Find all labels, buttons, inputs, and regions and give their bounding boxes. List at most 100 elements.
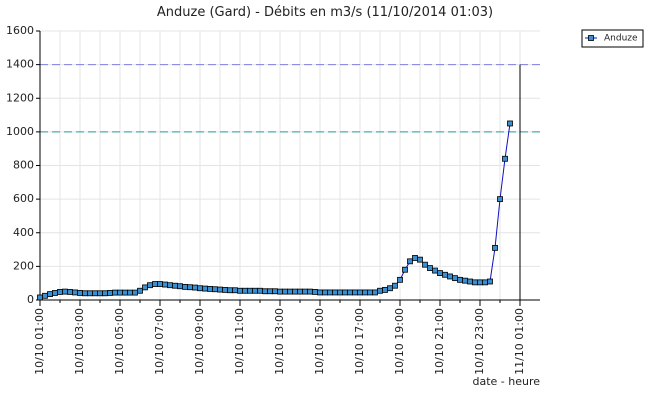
data-point bbox=[502, 155, 508, 162]
x-tick-label: 11/10 01:00 bbox=[513, 308, 526, 375]
x-tick-label: 10/10 07:00 bbox=[153, 308, 166, 375]
x-tick-label: 10/10 21:00 bbox=[433, 308, 446, 375]
data-point bbox=[422, 261, 428, 268]
data-point bbox=[387, 285, 393, 292]
data-point bbox=[242, 287, 248, 294]
y-tick-label: 1200 bbox=[6, 91, 34, 104]
data-point bbox=[392, 282, 398, 289]
data-point bbox=[227, 287, 233, 294]
data-point bbox=[62, 288, 68, 295]
y-tick-label: 1600 bbox=[6, 24, 34, 37]
data-point bbox=[407, 258, 413, 265]
data-point bbox=[312, 289, 318, 295]
data-point bbox=[282, 288, 288, 295]
data-point bbox=[232, 287, 238, 294]
y-tick-label: 1000 bbox=[6, 125, 34, 138]
y-tick-label: 600 bbox=[13, 192, 34, 205]
data-point bbox=[297, 288, 303, 295]
data-point bbox=[507, 120, 513, 127]
data-point bbox=[117, 289, 123, 296]
data-point bbox=[207, 286, 213, 292]
data-point bbox=[247, 287, 253, 294]
data-point bbox=[342, 289, 348, 296]
data-point bbox=[152, 281, 158, 287]
x-tick-label: 10/10 09:00 bbox=[193, 308, 206, 375]
data-point bbox=[497, 196, 503, 203]
data-point bbox=[477, 279, 483, 286]
data-point bbox=[37, 294, 43, 301]
data-point bbox=[472, 279, 478, 286]
data-point bbox=[467, 278, 473, 285]
data-point bbox=[107, 290, 113, 296]
data-point bbox=[332, 289, 338, 296]
data-point bbox=[262, 288, 268, 295]
chart-title: Anduze (Gard) - Débits en m3/s (11/10/20… bbox=[157, 5, 493, 20]
x-tick-label: 10/10 05:00 bbox=[113, 308, 126, 375]
x-axis-label: date - heure bbox=[472, 375, 540, 388]
data-point bbox=[142, 284, 148, 291]
data-point bbox=[182, 283, 188, 290]
data-point bbox=[267, 288, 273, 295]
data-point bbox=[402, 266, 408, 273]
data-point bbox=[217, 286, 223, 293]
x-tick-label: 10/10 13:00 bbox=[273, 308, 286, 375]
data-point bbox=[87, 290, 93, 297]
data-point bbox=[482, 279, 488, 286]
data-point bbox=[412, 255, 418, 261]
data-point bbox=[372, 289, 378, 296]
data-point bbox=[357, 289, 363, 296]
data-point bbox=[377, 287, 383, 294]
data-point bbox=[292, 288, 298, 295]
x-tick-label: 10/10 15:00 bbox=[313, 308, 326, 375]
legend-box bbox=[581, 29, 644, 48]
data-point bbox=[452, 275, 458, 282]
data-point bbox=[212, 286, 218, 293]
data-point bbox=[492, 244, 498, 251]
x-tick-label: 10/10 23:00 bbox=[473, 308, 486, 375]
data-point bbox=[42, 292, 48, 299]
data-point bbox=[272, 288, 278, 295]
data-point bbox=[442, 271, 448, 278]
data-point bbox=[82, 290, 88, 297]
data-point bbox=[257, 287, 263, 294]
data-point bbox=[252, 287, 258, 294]
data-point bbox=[457, 276, 463, 283]
data-point bbox=[47, 291, 53, 298]
legend-marker bbox=[588, 35, 594, 41]
data-point bbox=[287, 288, 293, 295]
data-point bbox=[222, 287, 228, 293]
y-tick-label: 400 bbox=[13, 226, 34, 239]
data-point bbox=[97, 290, 103, 297]
data-point bbox=[157, 281, 163, 287]
data-point bbox=[57, 289, 63, 295]
data-point bbox=[112, 289, 118, 296]
data-point bbox=[132, 289, 138, 296]
data-point bbox=[307, 288, 313, 295]
data-point bbox=[317, 289, 323, 296]
data-point bbox=[397, 276, 403, 283]
data-point bbox=[67, 289, 73, 295]
data-point bbox=[147, 282, 153, 289]
data-point bbox=[202, 285, 208, 292]
data-point bbox=[447, 273, 453, 280]
data-point bbox=[77, 290, 83, 296]
data-point bbox=[187, 284, 193, 291]
y-tick-label: 1400 bbox=[6, 58, 34, 71]
data-point bbox=[177, 283, 183, 290]
data-point bbox=[162, 281, 168, 288]
data-point bbox=[172, 282, 178, 289]
x-tick-label: 10/10 01:00 bbox=[33, 308, 46, 375]
data-point bbox=[352, 289, 358, 296]
x-tick-label: 10/10 19:00 bbox=[393, 308, 406, 375]
data-point bbox=[427, 265, 433, 271]
data-point bbox=[52, 290, 58, 296]
y-tick-label: 200 bbox=[13, 259, 34, 272]
data-point bbox=[437, 270, 443, 277]
data-point bbox=[197, 285, 203, 292]
x-tick-label: 10/10 03:00 bbox=[73, 308, 86, 375]
data-point bbox=[327, 289, 333, 296]
data-point bbox=[432, 267, 438, 274]
x-tick-label: 10/10 17:00 bbox=[353, 308, 366, 375]
legend-label: Anduze bbox=[604, 34, 638, 44]
